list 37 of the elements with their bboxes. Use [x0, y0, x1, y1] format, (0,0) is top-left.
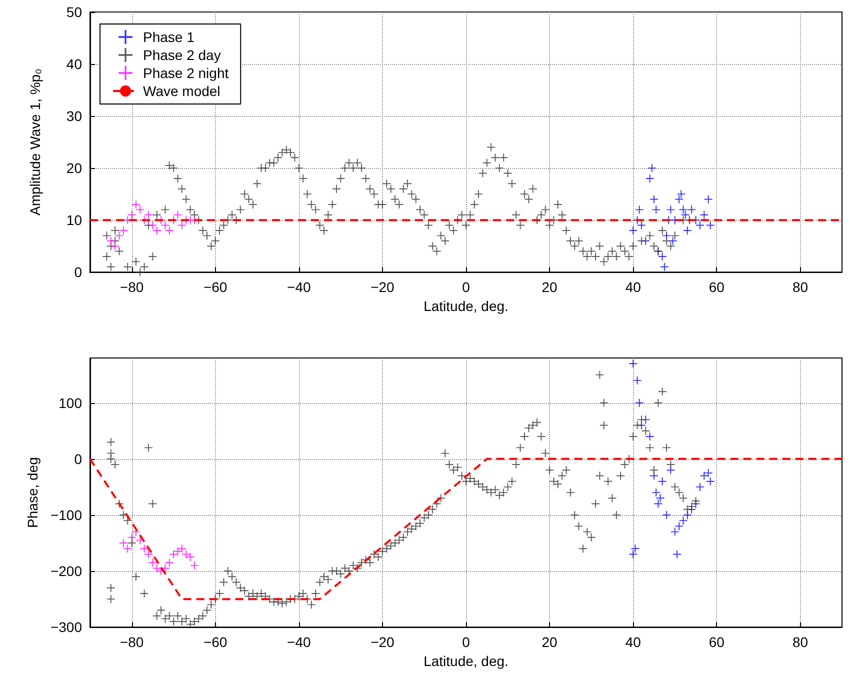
y-tick-label: 30: [66, 108, 82, 124]
x-tick-label: −80: [120, 279, 144, 296]
x-tick-label: 80: [792, 279, 808, 296]
x-tick-label: −20: [370, 279, 395, 296]
x-axis-title: Latitude, deg.: [424, 298, 508, 314]
x-tick-label: −40: [287, 634, 311, 650]
x-tick-label: 0: [462, 634, 470, 650]
y-tick-label: −100: [50, 506, 82, 523]
y-tick-label: 10: [66, 212, 82, 228]
x-axis-title: Latitude, deg.: [424, 653, 508, 669]
x-tick-label: 80: [792, 634, 808, 650]
y-axis-title: Phase, deg: [24, 457, 41, 528]
x-tick-label: 40: [625, 634, 642, 650]
x-tick-label: −40: [287, 279, 311, 296]
x-tick-label: 60: [708, 634, 725, 650]
legend-label: Phase 1: [143, 29, 195, 45]
x-tick-label: 40: [625, 279, 642, 296]
x-tick-label: 20: [542, 279, 558, 296]
legend-label: Phase 2 night: [143, 65, 229, 81]
x-tick-label: 20: [542, 634, 558, 650]
y-tick-label: 20: [66, 160, 82, 176]
y-tick-label: 0: [74, 450, 82, 467]
y-tick-label: −200: [50, 563, 82, 580]
x-tick-label: 60: [708, 279, 725, 296]
x-tick-label: −60: [203, 279, 228, 296]
y-tick-label: 50: [66, 4, 82, 20]
y-tick-label: −300: [50, 619, 82, 636]
x-tick-label: −80: [120, 634, 144, 650]
y-tick-label: 0: [74, 264, 82, 280]
y-axis-title: Amplitude Wave 1, %p₀: [27, 68, 43, 216]
legend-label: Wave model: [143, 83, 220, 99]
y-tick-label: 40: [66, 56, 82, 72]
legend-label: Phase 2 day: [143, 47, 221, 63]
x-tick-label: 0: [462, 279, 470, 296]
x-tick-label: −60: [203, 634, 228, 650]
y-tick-label: 100: [58, 394, 82, 411]
x-tick-label: −20: [370, 634, 395, 650]
